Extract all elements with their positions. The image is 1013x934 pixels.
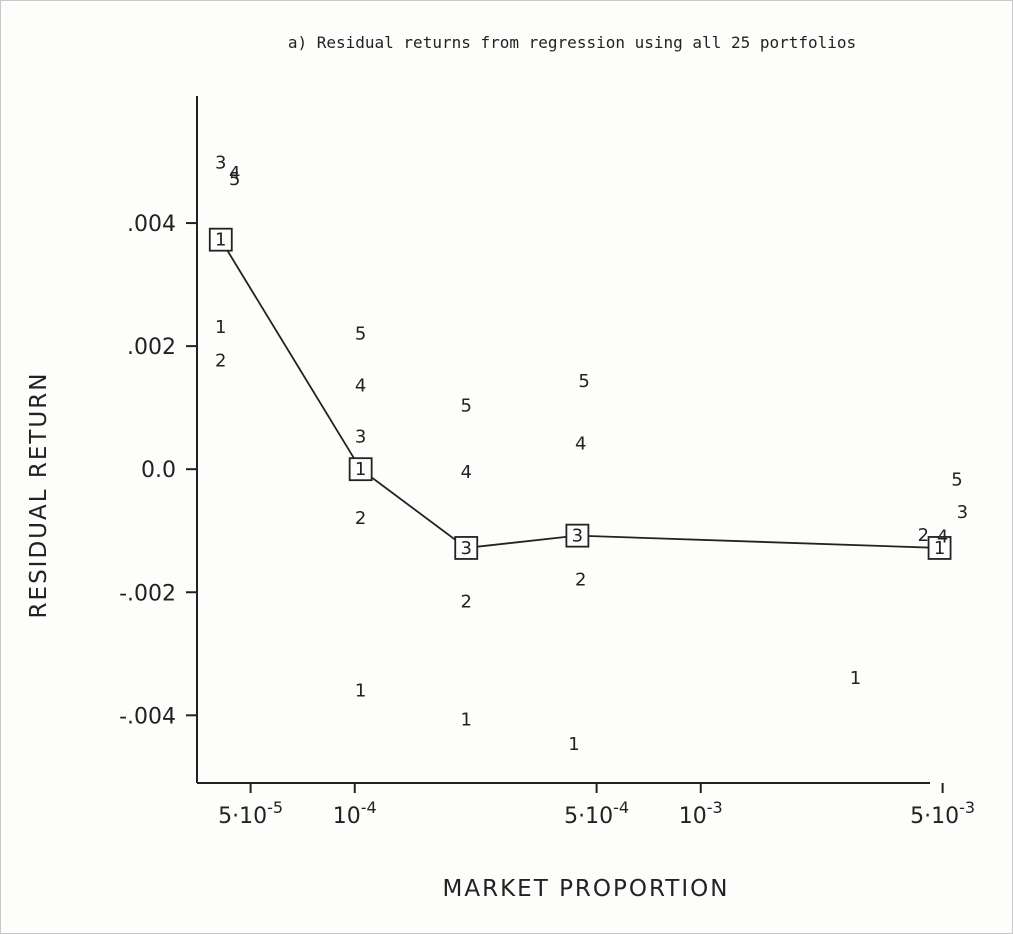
x-tick-label: 10-4 — [333, 798, 377, 829]
y-tick-label: 0.0 — [141, 458, 176, 483]
mean-marker — [348, 457, 373, 482]
mean-marker — [565, 523, 590, 548]
point-label: 3 — [355, 426, 366, 447]
point-label: 1 — [355, 680, 366, 701]
mean-marker — [208, 227, 233, 252]
mean-series: 1 1 3 3 1 — [208, 227, 952, 560]
point-label: 2 — [461, 591, 472, 612]
point-label: 1 — [850, 668, 861, 689]
mean-marker — [927, 536, 952, 560]
x-axis-title: MARKET PROPORTION — [443, 876, 730, 902]
mean-marker-label: 1 — [934, 538, 945, 559]
point-label: 2 — [575, 570, 586, 591]
y-tick-label: -.004 — [119, 704, 176, 729]
point-label: 3 — [215, 153, 226, 174]
point-label: 2 — [918, 525, 929, 546]
point-label: 4 — [461, 462, 472, 483]
point-label: 5 — [355, 324, 366, 345]
point-label: 2 — [215, 351, 226, 372]
point-label: 4 — [229, 163, 240, 184]
mean-marker-label: 1 — [355, 459, 366, 480]
point-label: 2 — [355, 508, 366, 529]
mean-marker-label: 3 — [572, 526, 583, 547]
chart-title: a) Residual returns from regression usin… — [288, 33, 856, 52]
y-ticks: .004 .002 0.0 -.002 -.004 — [119, 212, 197, 729]
point-label: 4 — [937, 527, 948, 548]
mean-marker — [454, 536, 479, 560]
x-tick-label: 5·10-3 — [910, 798, 975, 829]
point-label: 1 — [568, 734, 579, 755]
y-axis-title: RESIDUAL RETURN — [26, 372, 52, 619]
x-tick-label: 10-3 — [679, 798, 723, 829]
point-label: 5 — [951, 469, 962, 490]
y-tick-label: .004 — [127, 212, 176, 237]
mean-marker-label: 3 — [461, 538, 472, 559]
mean-line — [220, 239, 940, 549]
point-label: 1 — [215, 317, 226, 338]
point-label: 5 — [578, 371, 589, 392]
point-label: 1 — [461, 709, 472, 730]
x-ticks: 5·10-5 10-4 5·10-4 10-3 5·10-3 — [218, 783, 975, 829]
x-tick-label: 5·10-5 — [218, 798, 283, 829]
y-tick-label: .002 — [127, 335, 176, 360]
point-label: 4 — [355, 375, 366, 396]
point-label: 5 — [461, 396, 472, 417]
x-tick-label: 5·10-4 — [564, 798, 629, 829]
point-label: 5 — [229, 169, 240, 190]
y-tick-label: -.002 — [119, 581, 176, 606]
point-label: 4 — [575, 434, 586, 455]
axes — [196, 96, 930, 784]
point-label: 3 — [957, 502, 968, 523]
mean-marker-label: 1 — [215, 230, 226, 251]
